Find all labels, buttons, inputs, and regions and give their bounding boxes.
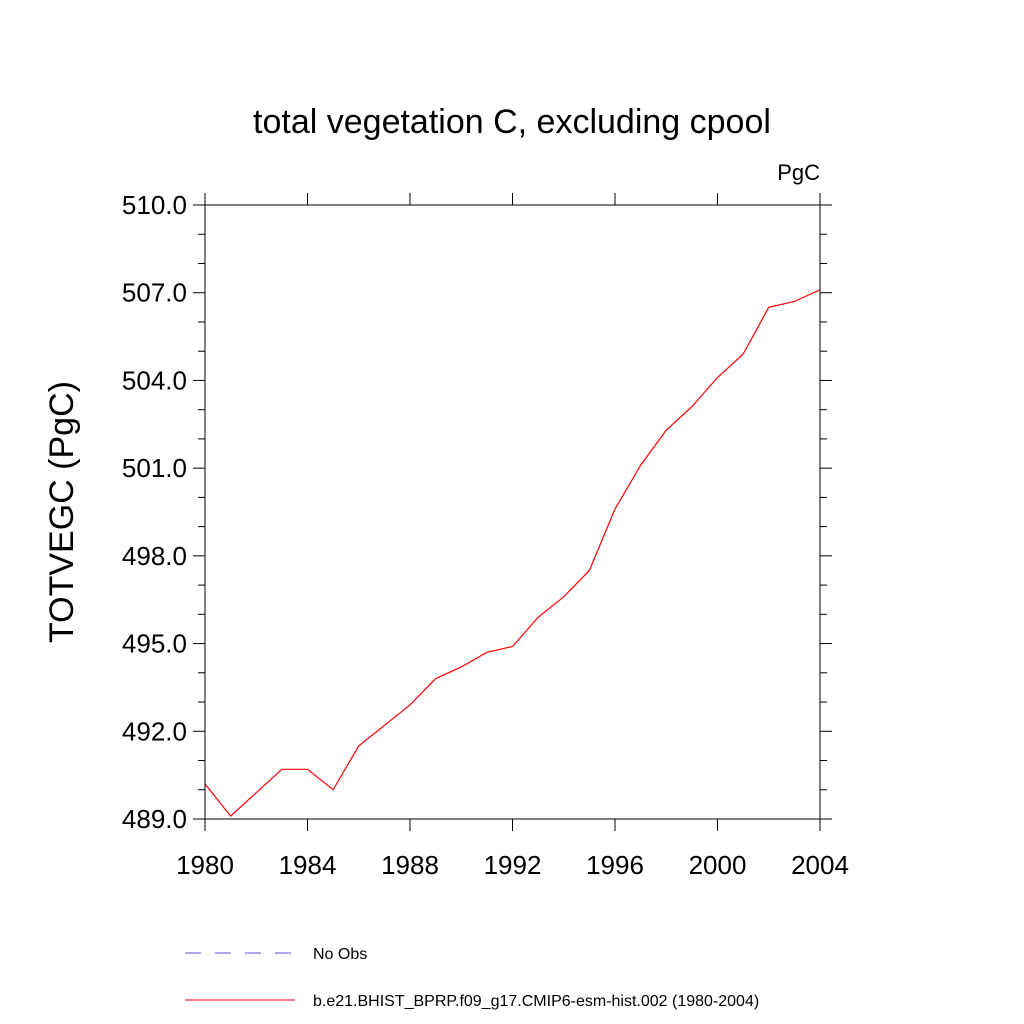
units-label: PgC xyxy=(777,160,820,185)
x-tick-label: 1992 xyxy=(484,850,542,880)
y-tick-label: 498.0 xyxy=(122,541,187,571)
plot-lines xyxy=(204,289,821,817)
legend-label-model-run: b.e21.BHIST_BPRP.f09_g17.CMIP6-esm-hist.… xyxy=(313,993,759,1010)
x-tick-label: 1984 xyxy=(279,850,337,880)
y-tick-label: 492.0 xyxy=(122,716,187,746)
y-tick-label: 510.0 xyxy=(122,190,187,220)
x-tick-label: 2000 xyxy=(689,850,747,880)
x-tick-label: 1988 xyxy=(381,850,439,880)
axis-ticks: 489.0 492.0 495.0 498.0 501.0 504.0 507.0 510.0… xyxy=(122,190,849,880)
legend-label-no-obs: No Obs xyxy=(313,946,367,963)
x-tick-label: 2004 xyxy=(791,850,849,880)
series-line-1 xyxy=(204,289,821,817)
plot-frame xyxy=(204,204,821,820)
y-axis-label: TOTVEGC (PgC) xyxy=(43,381,81,643)
y-tick-label: 489.0 xyxy=(122,804,187,834)
y-tick-label: 507.0 xyxy=(122,278,187,308)
x-tick-label: 1980 xyxy=(176,850,234,880)
x-tick-label: 1996 xyxy=(586,850,644,880)
y-tick-label: 504.0 xyxy=(122,365,187,395)
y-tick-label: 501.0 xyxy=(122,453,187,483)
chart-title: total vegetation C, excluding cpool xyxy=(253,103,771,141)
legend: No Obs b.e21.BHIST_BPRP.f09_g17.CMIP6-es… xyxy=(185,946,759,1010)
y-tick-label: 495.0 xyxy=(122,629,187,659)
